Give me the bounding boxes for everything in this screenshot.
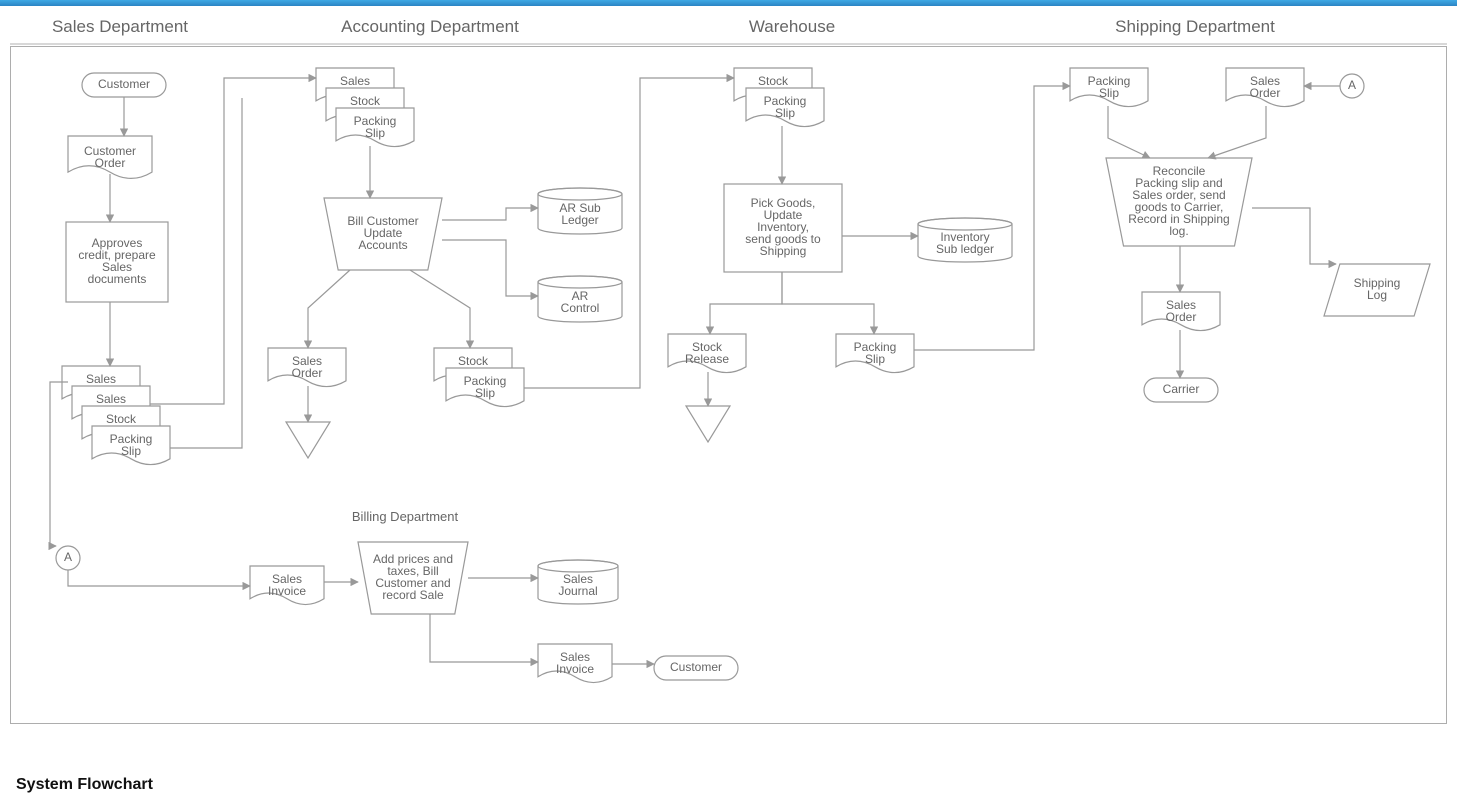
top-blue-bar (0, 0, 1457, 6)
svg-text:Slip: Slip (475, 386, 495, 400)
svg-text:Slip: Slip (775, 106, 795, 120)
svg-text:Journal: Journal (558, 584, 597, 598)
h-sales: Sales Department (52, 17, 188, 36)
svg-text:Control: Control (561, 301, 600, 315)
svg-text:Slip: Slip (121, 444, 141, 458)
edge-sh-ps-reconcile (1108, 106, 1150, 158)
svg-text:Invoice: Invoice (556, 662, 594, 676)
svg-text:Customer: Customer (670, 660, 722, 674)
edge-sh-so-reconcile (1208, 106, 1266, 158)
flowchart-svg: Sales Department Accounting Department War… (10, 8, 1447, 728)
svg-text:log.: log. (1169, 224, 1188, 238)
h-ship: Shipping Department (1115, 17, 1275, 36)
flowchart-diagram: { "title": "System Flowchart", "canvas":… (0, 0, 1457, 789)
svg-text:Slip: Slip (365, 126, 385, 140)
edge-bill-cust-ar-ctrl (442, 240, 538, 296)
svg-text:A: A (64, 550, 72, 564)
edge-b-op-b-inv2 (430, 614, 538, 662)
svg-text:documents: documents (88, 272, 147, 286)
svg-text:Customer: Customer (98, 77, 150, 91)
figure-title: System Flowchart (16, 776, 153, 794)
edge-s-inv-conn-a (50, 382, 68, 546)
svg-text:A: A (1348, 78, 1356, 92)
svg-text:Order: Order (1250, 86, 1281, 100)
svg-text:Carrier: Carrier (1163, 382, 1200, 396)
svg-text:Order: Order (95, 156, 126, 170)
edge-wh-ps2-sh-ps (914, 86, 1070, 350)
svg-text:Order: Order (1166, 310, 1197, 324)
edge-pick-wh-sr2 (710, 272, 782, 334)
svg-text:Slip: Slip (1099, 86, 1119, 100)
svg-text:Ledger: Ledger (561, 213, 598, 227)
svg-text:Release: Release (685, 352, 729, 366)
svg-text:Order: Order (292, 366, 323, 380)
svg-text:Accounts: Accounts (358, 238, 407, 252)
edge-bill-cust-ar-sub (442, 208, 538, 220)
svg-text:Sub ledger: Sub ledger (936, 242, 994, 256)
svg-text:record Sale: record Sale (382, 588, 444, 602)
edge-reconcile-ship-log (1252, 208, 1336, 264)
svg-text:Invoice: Invoice (268, 584, 306, 598)
edge-pick-wh-ps2 (782, 272, 874, 334)
edge-bill-cust-acct-sr2 (410, 270, 470, 348)
bill-dept: Billing Department (352, 509, 459, 524)
svg-text:Slip: Slip (865, 352, 885, 366)
svg-text:Log: Log (1367, 288, 1387, 302)
h-wh: Warehouse (749, 17, 835, 36)
edge-conn-a-b-inv (68, 570, 250, 586)
h-acct: Accounting Department (341, 17, 519, 36)
svg-text:Shipping: Shipping (760, 244, 807, 258)
edge-bill-cust-acct-so2 (308, 270, 350, 348)
edge-s-pack-a-so (170, 98, 242, 448)
